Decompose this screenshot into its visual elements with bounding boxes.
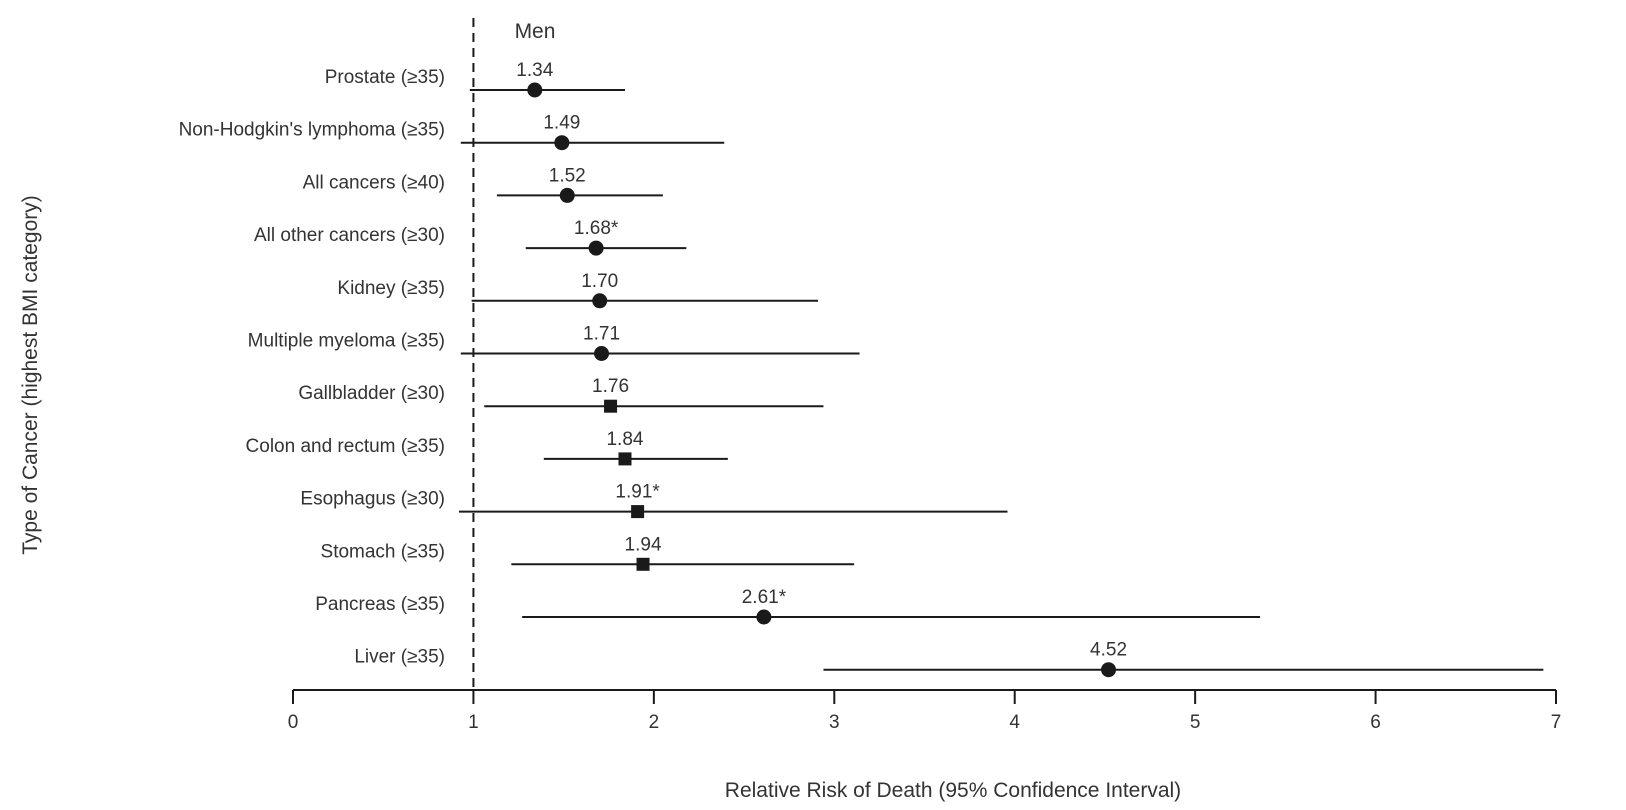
value-label: 1.52 [549,165,586,186]
point-estimate [604,399,618,413]
row-label: Prostate (≥35) [325,67,445,88]
point-estimate [636,557,650,571]
row-label: Esophagus (≥30) [300,489,445,510]
row-label: Colon and rectum (≥35) [246,436,445,457]
value-label: 1.34 [516,60,553,81]
value-label: 1.71 [583,324,620,345]
x-tick-label: 6 [1370,712,1381,733]
y-axis-label: Type of Cancer (highest BMI category) [19,195,42,555]
row-label: Pancreas (≥35) [315,594,445,615]
x-axis-label: Relative Risk of Death (95% Confidence I… [725,779,1181,802]
point-estimate [1101,662,1117,678]
point-estimate [618,452,632,466]
x-tick-label: 0 [288,712,299,733]
point-estimate [554,135,570,151]
x-tick-label: 5 [1190,712,1201,733]
value-label: 1.94 [625,534,662,555]
row-label: All other cancers (≥30) [254,225,445,246]
x-tick-label: 4 [1009,712,1020,733]
point-estimate [588,240,604,256]
plot-area: 0 1 2 3 4 5 6 7 Prostate (≥35) 1.34 Non-Hodgkin's … [179,18,1562,733]
value-label: 1.68* [574,218,619,239]
x-tick-label: 7 [1551,712,1562,733]
x-tick-label: 1 [468,712,479,733]
point-estimate [559,187,575,203]
x-tick-label: 3 [829,712,840,733]
row-label: All cancers (≥40) [303,172,445,193]
row-label: Stomach (≥35) [321,541,445,562]
value-label: 1.91* [615,482,660,503]
point-estimate [594,346,610,361]
value-label: 4.52 [1090,640,1127,661]
x-tick-label: 2 [649,712,660,733]
row-label: Liver (≥35) [354,647,445,668]
value-label: 1.49 [543,113,580,134]
row-label: Multiple myeloma (≥35) [248,331,445,352]
value-label: 2.61* [742,587,787,608]
row-label: Non-Hodgkin's lymphoma (≥35) [179,120,445,141]
chart-title: Men [515,20,556,43]
value-label: 1.84 [606,429,643,450]
point-estimate [527,82,543,98]
row-label: Kidney (≥35) [337,278,445,299]
point-estimate [756,609,772,625]
point-estimate [631,505,645,519]
value-label: 1.70 [581,271,618,292]
point-estimate [592,293,608,309]
row-label: Gallbladder (≥30) [298,383,445,404]
value-label: 1.76 [592,376,629,397]
